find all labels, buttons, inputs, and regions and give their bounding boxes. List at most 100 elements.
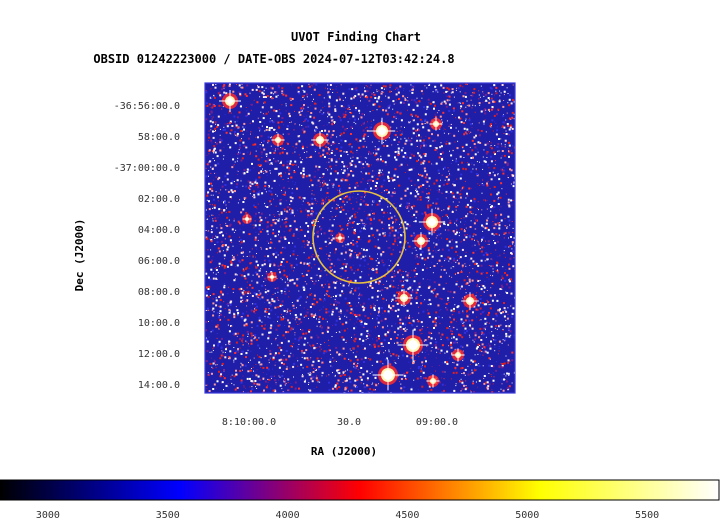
noise-pixel [477, 129, 480, 132]
noise-pixel [476, 239, 478, 241]
noise-pixel [291, 121, 292, 123]
noise-pixel [464, 221, 466, 223]
noise-pixel [301, 204, 303, 205]
noise-pixel [303, 98, 305, 100]
noise-pixel [243, 122, 246, 125]
noise-pixel [406, 205, 409, 208]
noise-pixel [291, 197, 294, 200]
noise-pixel [220, 319, 222, 321]
noise-pixel [456, 231, 458, 234]
noise-pixel [463, 107, 465, 109]
noise-pixel [321, 332, 324, 335]
noise-pixel [250, 350, 252, 352]
noise-pixel [331, 235, 333, 237]
noise-pixel [332, 237, 335, 240]
noise-pixel [411, 269, 413, 271]
noise-pixel [396, 127, 398, 129]
noise-pixel [329, 179, 331, 181]
noise-pixel [412, 362, 415, 365]
noise-pixel [359, 258, 362, 261]
noise-pixel [273, 375, 275, 377]
noise-pixel [404, 153, 407, 156]
noise-pixel [320, 357, 322, 359]
noise-pixel [445, 95, 447, 97]
noise-pixel [400, 221, 403, 224]
noise-pixel [210, 240, 213, 243]
noise-pixel [352, 293, 354, 295]
noise-pixel [385, 164, 387, 166]
noise-pixel [454, 273, 456, 274]
noise-pixel [414, 247, 416, 249]
noise-pixel [240, 159, 243, 162]
noise-pixel [403, 102, 405, 104]
noise-pixel [280, 318, 283, 321]
noise-pixel [268, 308, 270, 310]
noise-pixel [301, 349, 303, 352]
noise-pixel [411, 89, 414, 91]
noise-pixel [319, 228, 322, 231]
noise-pixel [362, 339, 365, 342]
noise-pixel [475, 363, 478, 366]
noise-pixel [446, 361, 448, 364]
noise-pixel [461, 373, 463, 374]
noise-pixel [500, 138, 502, 140]
noise-pixel [261, 222, 263, 224]
noise-pixel [366, 384, 368, 387]
noise-pixel [427, 98, 430, 101]
noise-pixel [378, 307, 380, 309]
noise-pixel [208, 182, 210, 185]
noise-pixel [442, 287, 445, 290]
noise-pixel [506, 87, 508, 89]
noise-pixel [235, 373, 238, 376]
noise-pixel [313, 316, 315, 318]
noise-pixel [227, 383, 229, 385]
noise-pixel [240, 180, 242, 182]
noise-pixel [468, 313, 470, 315]
noise-pixel [383, 88, 385, 90]
noise-pixel [326, 274, 328, 276]
noise-pixel [427, 279, 429, 280]
noise-pixel [436, 263, 438, 265]
noise-pixel [366, 204, 369, 206]
noise-pixel [446, 215, 448, 217]
noise-pixel [411, 324, 414, 327]
noise-pixel [371, 175, 374, 178]
noise-pixel [232, 291, 234, 293]
noise-pixel [221, 105, 222, 107]
noise-pixel [498, 197, 500, 199]
noise-pixel [391, 195, 394, 198]
noise-pixel [349, 254, 352, 257]
noise-pixel [319, 111, 321, 113]
noise-pixel [215, 84, 217, 85]
noise-pixel [260, 170, 262, 171]
noise-pixel [441, 391, 444, 393]
noise-pixel [262, 117, 265, 120]
noise-pixel [508, 152, 510, 154]
noise-pixel [458, 333, 460, 336]
noise-pixel [505, 225, 507, 227]
noise-pixel [386, 268, 389, 271]
noise-pixel [466, 310, 468, 313]
noise-pixel [508, 375, 510, 376]
noise-pixel [503, 100, 505, 101]
noise-pixel [331, 224, 334, 227]
noise-pixel [468, 234, 471, 237]
noise-pixel [460, 378, 462, 380]
noise-pixel [239, 369, 242, 372]
noise-pixel [375, 271, 378, 274]
noise-pixel [388, 155, 390, 157]
noise-pixel [363, 211, 365, 212]
noise-pixel [418, 129, 421, 132]
noise-pixel [427, 193, 429, 195]
noise-pixel [497, 174, 499, 176]
noise-pixel [292, 304, 295, 307]
noise-pixel [373, 216, 375, 218]
noise-pixel [342, 92, 345, 95]
noise-pixel [442, 216, 444, 217]
noise-pixel [287, 378, 290, 381]
noise-pixel [373, 93, 376, 96]
noise-pixel [264, 181, 267, 184]
noise-pixel [210, 126, 212, 128]
noise-pixel [496, 269, 499, 272]
noise-pixel [452, 266, 454, 267]
